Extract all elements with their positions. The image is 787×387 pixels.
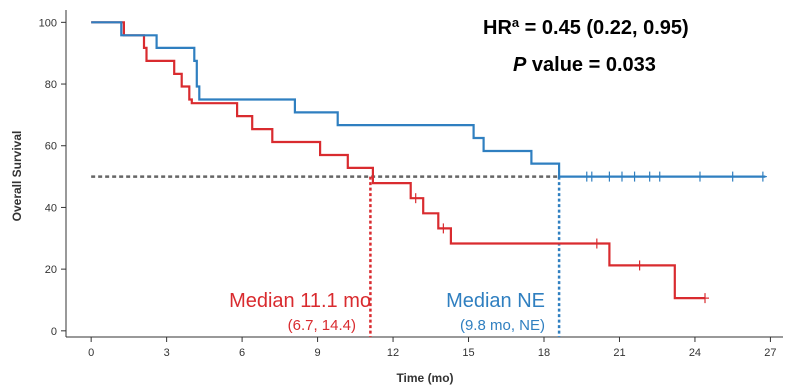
x-tick-label: 21: [613, 347, 625, 359]
y-tick-label: 60: [45, 141, 57, 153]
p-label: P: [513, 54, 527, 76]
x-tick-label: 12: [387, 347, 399, 359]
red-median-ci: (6.7, 14.4): [288, 317, 356, 334]
hr-value: = 0.45 (0.22, 0.95): [519, 17, 689, 39]
x-tick-label: 9: [315, 347, 321, 359]
y-axis-title: Overall Survival: [10, 131, 24, 222]
x-tick-label: 15: [462, 347, 474, 359]
hazard-ratio-annotation: HRa = 0.45 (0.22, 0.95): [483, 15, 689, 40]
survival-curves: [91, 21, 767, 304]
x-tick-label: 18: [538, 347, 550, 359]
y-tick-label: 80: [45, 79, 57, 91]
y-tick-label: 20: [45, 264, 57, 276]
x-tick-label: 27: [764, 347, 776, 359]
x-tick-label: 24: [689, 347, 701, 359]
y-tick-label: 0: [51, 326, 57, 338]
y-tick-label: 40: [45, 202, 57, 214]
blue-survival-curve: [91, 21, 766, 178]
x-axis-title: Time (mo): [396, 371, 453, 385]
x-tick-label: 3: [164, 347, 170, 359]
red-median-label: Median 11.1 mo: [229, 290, 371, 312]
hr-superscript: a: [512, 15, 520, 30]
blue-median-label: Median NE: [446, 290, 545, 312]
blue-median-ci: (9.8 mo, NE): [460, 317, 545, 334]
hr-label: HR: [483, 17, 512, 39]
p-value-text: value = 0.033: [526, 54, 656, 76]
x-tick-label: 0: [88, 347, 94, 359]
y-tick-label: 100: [39, 17, 57, 29]
y-axis-ticks: 0 20 40 60 80 100: [39, 17, 66, 338]
p-value-annotation: P value = 0.033: [513, 54, 656, 76]
x-axis-ticks: 0 3 6 9 12 15 18 21 24 27: [88, 337, 777, 359]
x-tick-label: 6: [239, 347, 245, 359]
